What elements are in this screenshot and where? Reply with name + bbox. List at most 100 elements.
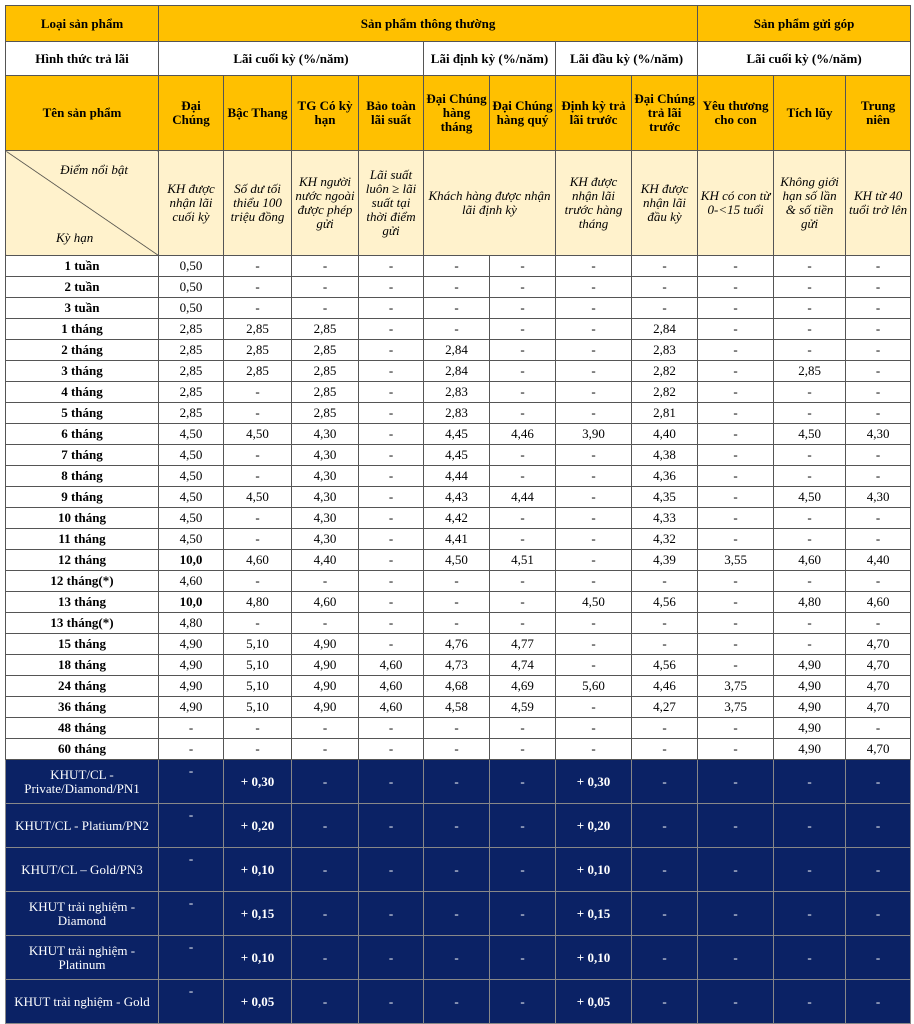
rate: - (291, 738, 359, 760)
rate: 4,70 (845, 654, 912, 676)
rate: - (845, 402, 912, 424)
rate: - (291, 255, 359, 277)
bonus-rate: - (697, 935, 775, 980)
rate: - (555, 507, 632, 529)
rate: - (223, 570, 292, 592)
rate: - (773, 633, 847, 655)
rate: 3,75 (697, 675, 775, 697)
rate: - (358, 423, 424, 445)
rate: - (845, 297, 912, 319)
product-name: Đại Chúng hàng tháng (423, 75, 490, 151)
interest-type: Lãi đầu kỳ (%/năm) (554, 41, 699, 76)
rate: 4,44 (489, 486, 556, 508)
rate: 4,50 (158, 423, 224, 445)
term: 11 tháng (5, 528, 159, 550)
bonus-rate: + 0,20 (555, 803, 632, 848)
rate: - (555, 486, 632, 508)
rate: - (158, 717, 224, 739)
rate: 4,90 (158, 633, 224, 655)
rate: - (358, 318, 424, 340)
rate: 4,56 (630, 591, 699, 613)
tier-name: KHUT/CL - Platium/PN2 (5, 803, 159, 848)
rate: - (555, 717, 632, 739)
rate: 4,30 (291, 465, 359, 487)
rate: - (489, 738, 556, 760)
rate: - (158, 738, 224, 760)
rate: - (773, 444, 847, 466)
rate: - (358, 633, 424, 655)
bonus-rate: - (630, 935, 699, 980)
highlight-label: Điểm nổi bật (60, 162, 128, 177)
term: 10 tháng (5, 507, 159, 529)
bonus-rate: - (423, 847, 490, 892)
table-row: 3 tuần 0,50- - - - - - - - - - (5, 297, 912, 319)
rate: - (773, 276, 847, 298)
rate: 4,40 (845, 549, 912, 571)
product-name: Tích lũy (773, 75, 847, 151)
table-row: 10 tháng 4,50-4,30-4,42- -4,33- - - (5, 507, 912, 529)
rate: 4,90 (291, 654, 359, 676)
rate: - (358, 507, 424, 529)
term: 1 tuần (5, 255, 159, 277)
table-row: 4 tháng 2,85-2,85-2,83- -2,82- - - (5, 381, 912, 403)
bonus-rate: - (489, 759, 556, 804)
term: 9 tháng (5, 486, 159, 508)
rate: 4,69 (489, 675, 556, 697)
term-label: Kỳ hạn (56, 230, 94, 245)
rate: - (697, 654, 775, 676)
rate: 4,60 (291, 591, 359, 613)
rate: 4,58 (423, 696, 490, 718)
bonus-rate: - (773, 847, 847, 892)
rate: - (630, 276, 699, 298)
rate: 2,82 (630, 381, 699, 403)
tier-name: KHUT/CL – Gold/PN3 (5, 847, 159, 892)
rate: - (223, 255, 292, 277)
rate: 2,85 (291, 402, 359, 424)
rate: - (555, 696, 632, 718)
rate: - (358, 738, 424, 760)
rate: - (223, 402, 292, 424)
rate: 4,46 (630, 675, 699, 697)
rate: - (291, 570, 359, 592)
rate: - (555, 318, 632, 340)
rate: - (697, 486, 775, 508)
table-row: 3 tháng 2,85 2,85 2,85-2,84- -2,82-2,85- (5, 360, 912, 382)
product-name: Bảo toàn lãi suất (358, 75, 424, 151)
rate: 4,30 (291, 423, 359, 445)
rate: - (697, 381, 775, 403)
table-row: KHUT trải nghiệm - Gold - + 0,05- - - - + 0,05… (5, 979, 912, 1024)
bonus-rate: - (630, 891, 699, 936)
rate: 4,90 (773, 696, 847, 718)
table-row: Loại sản phẩm Sản phẩm thông thường Sản ph… (5, 5, 912, 42)
rate: - (697, 423, 775, 445)
term: 7 tháng (5, 444, 159, 466)
rate: - (555, 465, 632, 487)
rate: - (489, 444, 556, 466)
rate: - (358, 549, 424, 571)
rate: - (845, 318, 912, 340)
rate: 4,50 (223, 423, 292, 445)
rate: 4,70 (845, 738, 912, 760)
rate: - (291, 612, 359, 634)
rate: - (845, 717, 912, 739)
term: 60 tháng (5, 738, 159, 760)
bonus-rate: - (423, 803, 490, 848)
bonus-rate: + 0,30 (223, 759, 292, 804)
rate: 5,10 (223, 654, 292, 676)
rate: - (697, 318, 775, 340)
rate: 2,85 (291, 318, 359, 340)
rate: 4,30 (291, 486, 359, 508)
rate: 4,42 (423, 507, 490, 529)
rate: - (489, 339, 556, 361)
rate: - (845, 255, 912, 277)
bonus-rate: + 0,05 (555, 979, 632, 1024)
rate: 2,85 (223, 339, 292, 361)
table-row: Hình thức trả lãi Lãi cuối kỳ (%/năm) Lãi … (5, 41, 912, 76)
rate: 4,50 (223, 486, 292, 508)
rate: 4,90 (158, 654, 224, 676)
rate: 0,50 (158, 255, 224, 277)
rate: - (489, 276, 556, 298)
highlight: KH được nhận lãi đầu kỳ (630, 150, 699, 256)
rate: 2,85 (158, 402, 224, 424)
bonus-rate: - (358, 803, 424, 848)
